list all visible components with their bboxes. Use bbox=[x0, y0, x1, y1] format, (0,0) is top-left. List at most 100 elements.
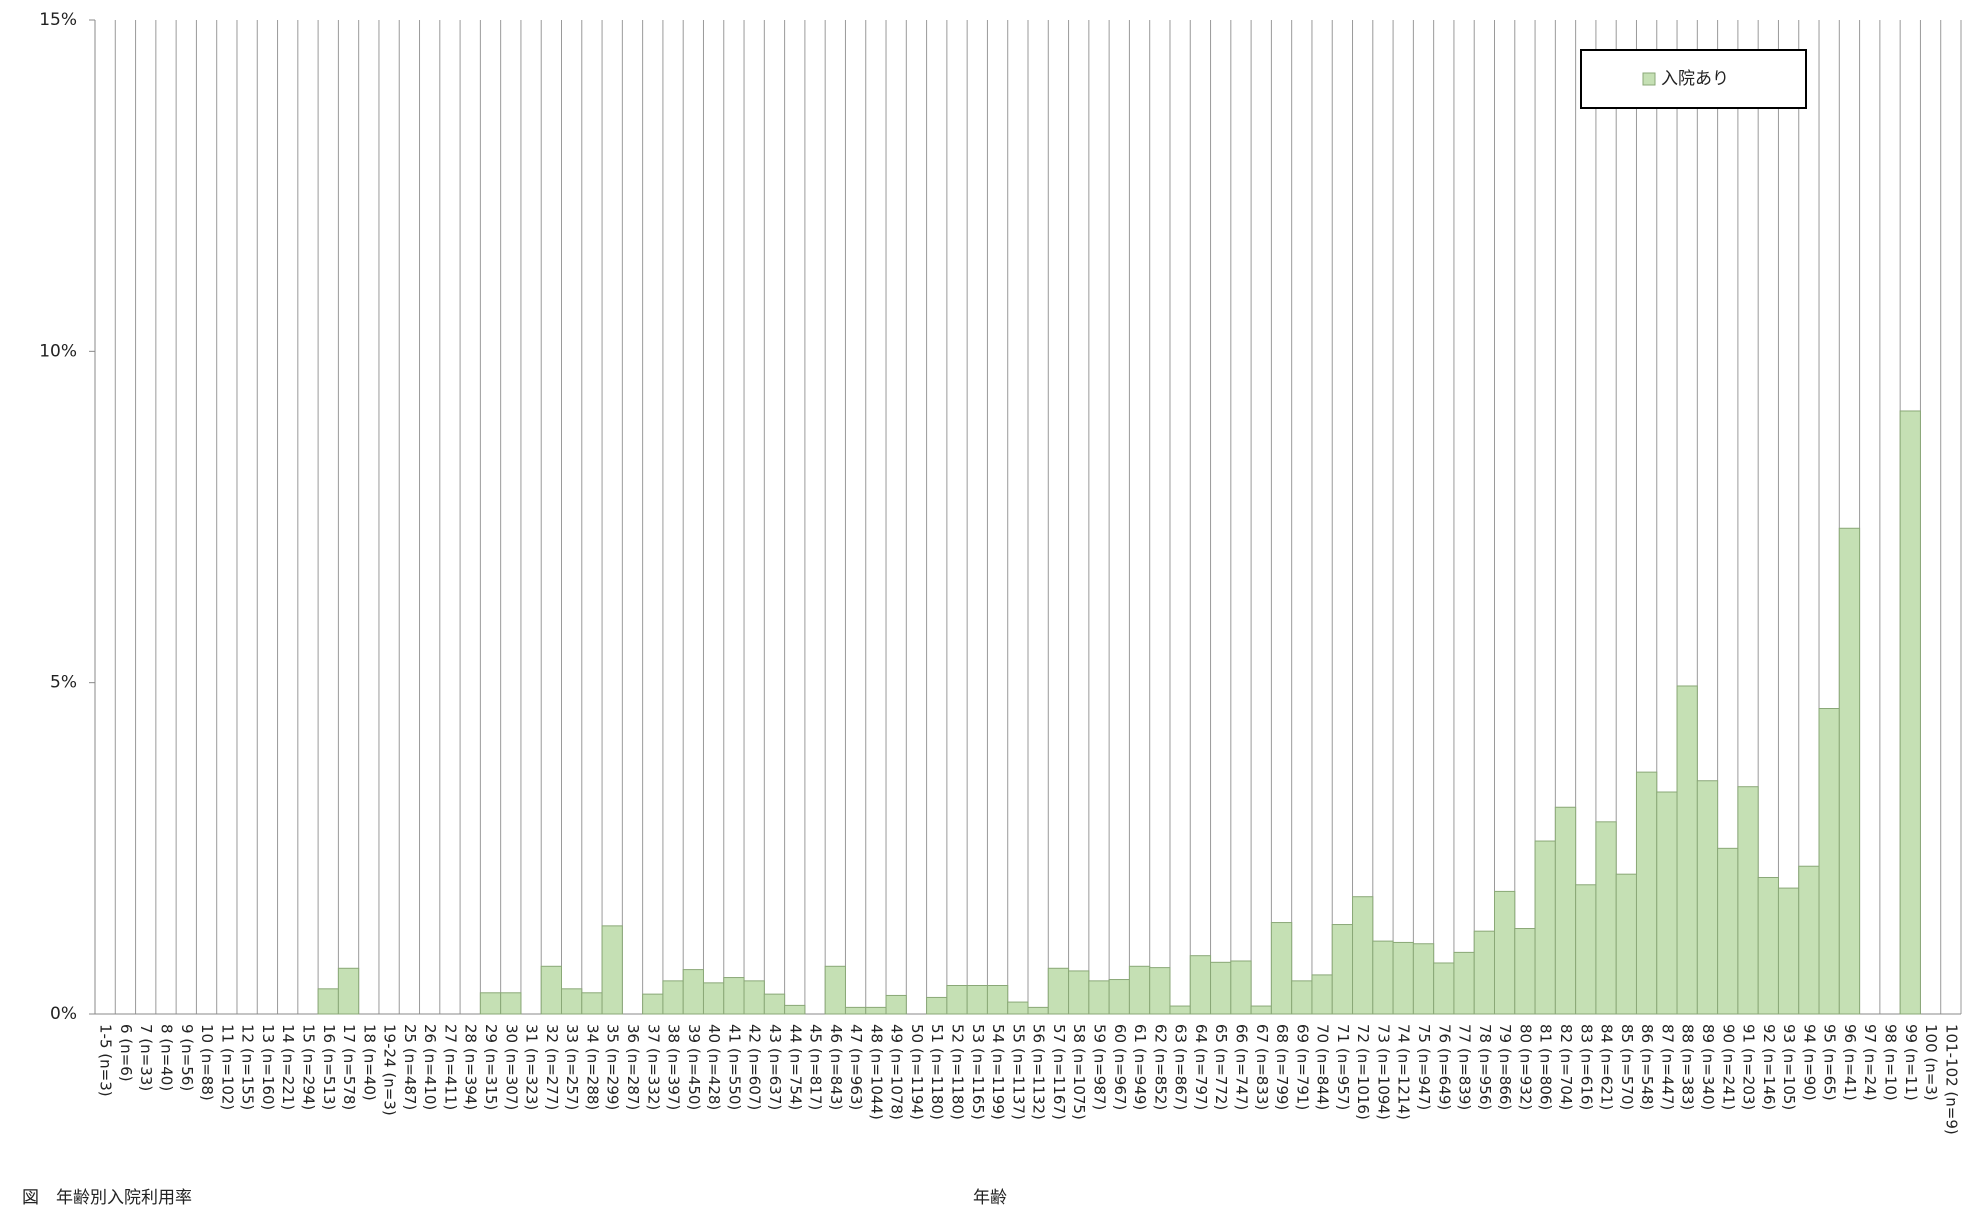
bar bbox=[865, 1006, 887, 1015]
bar bbox=[885, 994, 907, 1015]
x-tick-label: 96 (n=41) bbox=[1841, 1024, 1859, 1101]
bar bbox=[1433, 962, 1455, 1015]
x-tick-label: 86 (n=548) bbox=[1638, 1024, 1656, 1110]
bar bbox=[1250, 1005, 1272, 1015]
bar bbox=[1068, 970, 1090, 1015]
bar bbox=[1554, 806, 1577, 1015]
bar bbox=[1027, 1006, 1049, 1015]
x-tick-label: 75 (n=947) bbox=[1415, 1024, 1433, 1110]
bar bbox=[763, 993, 786, 1015]
bar bbox=[1352, 896, 1374, 1015]
bar bbox=[986, 985, 1009, 1015]
x-tick-label: 33 (n=257) bbox=[563, 1024, 581, 1110]
bar bbox=[1696, 780, 1719, 1015]
x-axis-label: 年齢 bbox=[973, 1188, 1007, 1208]
x-tick-label: 11 (n=102) bbox=[218, 1024, 236, 1110]
bar bbox=[743, 980, 765, 1015]
x-tick-label: 63 (n=867) bbox=[1172, 1024, 1190, 1110]
bar bbox=[1088, 980, 1110, 1015]
legend-label: 入院あり bbox=[1661, 69, 1729, 89]
x-tick-label: 91 (n=203) bbox=[1740, 1024, 1758, 1110]
x-tick-label: 88 (n=383) bbox=[1679, 1024, 1697, 1110]
x-tick-label: 52 (n=1180) bbox=[949, 1024, 967, 1120]
x-tick-label: 38 (n=397) bbox=[665, 1024, 683, 1110]
bar bbox=[1899, 410, 1921, 1015]
x-tick-label: 65 (n=772) bbox=[1212, 1024, 1230, 1110]
bar bbox=[1838, 527, 1861, 1015]
y-tick-label: 15% bbox=[39, 10, 77, 30]
x-tick-label: 17 (n=578) bbox=[340, 1024, 358, 1110]
x-tick-label: 74 (n=1214) bbox=[1395, 1024, 1413, 1120]
bar bbox=[966, 985, 988, 1015]
bar bbox=[1453, 951, 1475, 1015]
bar bbox=[581, 992, 603, 1015]
x-tick-label: 37 (n=332) bbox=[644, 1024, 662, 1110]
x-tick-label: 46 (n=843) bbox=[827, 1024, 845, 1110]
x-tick-label: 79 (n=866) bbox=[1496, 1024, 1514, 1110]
bar bbox=[1534, 840, 1556, 1015]
x-tick-label: 92 (n=146) bbox=[1760, 1024, 1778, 1110]
x-tick-label: 59 (n=987) bbox=[1090, 1024, 1108, 1110]
bar bbox=[642, 993, 664, 1015]
x-tick-label: 49 (n=1078) bbox=[888, 1024, 906, 1120]
x-tick-label: 45 (n=817) bbox=[807, 1024, 825, 1110]
bar bbox=[601, 925, 623, 1015]
bar bbox=[682, 969, 704, 1015]
bar bbox=[946, 985, 968, 1015]
x-tick-label: 66 (n=747) bbox=[1232, 1024, 1250, 1110]
x-tick-label: 53 (n=1165) bbox=[969, 1024, 987, 1120]
bar bbox=[662, 980, 684, 1015]
legend-box bbox=[1580, 49, 1807, 109]
chart-title: 図 年齢別入院利用率 bbox=[22, 1188, 192, 1208]
x-tick-label: 78 (n=956) bbox=[1476, 1024, 1494, 1110]
x-tick-label: 99 (n=11) bbox=[1902, 1024, 1920, 1101]
x-tick-label: 60 (n=967) bbox=[1111, 1024, 1129, 1110]
bar bbox=[317, 988, 339, 1015]
bar bbox=[1007, 1001, 1029, 1015]
x-tick-label: 42 (n=607) bbox=[746, 1024, 764, 1110]
x-tick-label: 7 (n=33) bbox=[137, 1024, 155, 1091]
x-tick-label: 97 (n=24) bbox=[1861, 1024, 1879, 1101]
bar bbox=[1189, 955, 1212, 1015]
bar bbox=[1108, 979, 1130, 1015]
y-tick-label: 5% bbox=[50, 673, 77, 693]
x-tick-label: 8 (n=40) bbox=[157, 1024, 175, 1091]
x-tick-label: 18 (n=40) bbox=[360, 1024, 378, 1101]
bar bbox=[926, 996, 948, 1015]
x-tick-label: 43 (n=637) bbox=[766, 1024, 784, 1110]
bar bbox=[1615, 873, 1637, 1015]
x-tick-label: 71 (n=957) bbox=[1334, 1024, 1352, 1110]
bar bbox=[1656, 791, 1678, 1015]
x-tick-label: 12 (n=155) bbox=[239, 1024, 257, 1110]
x-tick-label: 40 (n=428) bbox=[705, 1024, 723, 1110]
x-tick-label: 41 (n=550) bbox=[725, 1024, 743, 1110]
bar bbox=[1514, 928, 1536, 1015]
x-tick-label: 72 (n=1016) bbox=[1354, 1024, 1372, 1120]
x-tick-label: 81 (n=806) bbox=[1537, 1024, 1555, 1110]
x-tick-label: 50 (n=1194) bbox=[908, 1024, 926, 1120]
bar bbox=[1777, 887, 1800, 1015]
x-tick-label: 28 (n=394) bbox=[462, 1024, 480, 1110]
x-tick-label: 32 (n=277) bbox=[543, 1024, 561, 1110]
bar bbox=[1149, 967, 1171, 1015]
bar bbox=[1230, 960, 1252, 1015]
x-tick-label: 70 (n=844) bbox=[1314, 1024, 1332, 1110]
legend-swatch bbox=[1642, 72, 1656, 86]
x-tick-label: 34 (n=288) bbox=[583, 1024, 601, 1110]
bar bbox=[1047, 967, 1070, 1015]
y-tick-label: 10% bbox=[39, 341, 77, 361]
x-tick-label: 56 (n=1132) bbox=[1030, 1024, 1048, 1120]
x-tick-label: 68 (n=799) bbox=[1273, 1024, 1291, 1110]
x-tick-label: 69 (n=791) bbox=[1293, 1024, 1311, 1110]
bar bbox=[500, 992, 522, 1015]
bar bbox=[561, 988, 583, 1015]
bar bbox=[1331, 924, 1354, 1015]
x-tick-label: 83 (n=616) bbox=[1577, 1024, 1595, 1110]
x-tick-label: 30 (n=307) bbox=[502, 1024, 520, 1110]
x-tick-label: 93 (n=105) bbox=[1780, 1024, 1798, 1110]
bar bbox=[1717, 847, 1739, 1015]
bar bbox=[337, 967, 360, 1015]
x-tick-label: 90 (n=241) bbox=[1719, 1024, 1737, 1110]
bar bbox=[1575, 884, 1597, 1015]
x-tick-label: 95 (n=65) bbox=[1821, 1024, 1839, 1101]
